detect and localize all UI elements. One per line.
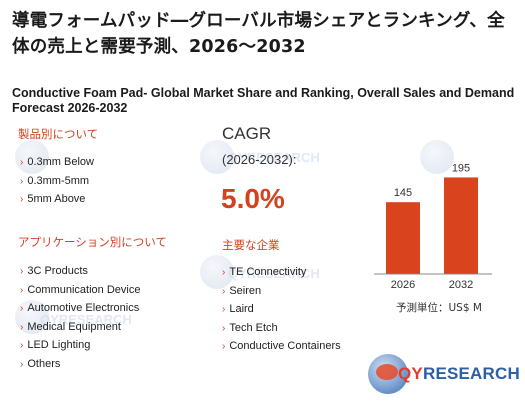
company-item-label: Tech Etch [229, 321, 278, 334]
logo-text: QYRESEARCH [398, 364, 520, 384]
cagr-value: 5.0% [221, 183, 285, 214]
logo-text-research: RESEARCH [422, 364, 520, 383]
chevron-right-icon: › [222, 267, 226, 278]
company-item: › Tech Etch [222, 319, 341, 338]
chevron-right-icon: › [20, 157, 24, 168]
watermark-text: QYRESEARCH [228, 266, 320, 281]
chevron-right-icon: › [20, 303, 24, 315]
product-item-label: 0.3mm-5mm [27, 174, 90, 187]
product-item: › 5mm Above [20, 190, 94, 209]
bar-value-label: 145 [394, 187, 412, 199]
application-item: › LED Lighting [20, 336, 140, 355]
chevron-right-icon: › [20, 175, 24, 187]
chevron-right-icon: › [222, 341, 226, 353]
company-item-label: Conductive Containers [229, 340, 341, 353]
chevron-right-icon: › [222, 285, 226, 297]
company-item-label: Laird [229, 303, 254, 316]
chevron-right-icon: › [20, 266, 24, 277]
company-item: › TE Connectivity [222, 263, 341, 282]
application-list: › 3C Products › Communication Device › Automo… [20, 262, 140, 374]
x-tick-label: 2032 [449, 279, 473, 290]
application-item: › Medical Equipment [20, 318, 140, 337]
product-list: › 0.3mm Below › 0.3mm-5mm › 5mm Above [20, 153, 94, 209]
application-section-heading: アプリケーション別について [18, 235, 167, 249]
company-list: › TE Connectivity › Seiren › Laird › Tech Etch ›… [222, 263, 341, 356]
watermark-globe-icon [15, 140, 49, 174]
globe-icon [368, 354, 408, 394]
watermark-globe-icon [420, 140, 454, 174]
page-title-jp: 導電フォームパッド―グローバル市場シェアとランキング、全体の売上と需要予測、20… [12, 11, 505, 57]
company-item: › Laird [222, 300, 341, 319]
application-item-label: Communication Device [27, 283, 141, 296]
cagr-label: CAGR [222, 124, 272, 143]
x-tick-label: 2026 [391, 279, 415, 290]
application-item: › 3C Products [20, 262, 140, 281]
product-section-heading: 製品別について [18, 127, 99, 141]
application-item: › Automotive Electronics [20, 299, 140, 318]
application-item-label: Automotive Electronics [27, 302, 140, 315]
chevron-right-icon: › [20, 340, 24, 352]
companies-section-heading: 主要な企業 [222, 238, 280, 252]
watermark-globe-icon [15, 300, 49, 334]
application-item-label: LED Lighting [27, 339, 91, 352]
company-item: › Conductive Containers [222, 337, 341, 356]
chevron-right-icon: › [222, 322, 226, 334]
watermark-text: QYRESEARCH [228, 150, 320, 165]
page-title-en: Conductive Foam Pad- Global Market Share… [12, 86, 515, 115]
logo-text-qy: QY [398, 364, 423, 383]
company-item: › Seiren [222, 282, 341, 301]
unit-label: 予測単位：US$ M [396, 302, 482, 314]
bar-2032 [444, 177, 478, 274]
application-item: › Others [20, 355, 140, 374]
chevron-right-icon: › [20, 284, 24, 296]
cagr-period: (2026-2032): [222, 152, 297, 167]
product-item: › 0.3mm Below [20, 153, 94, 172]
application-item-label: Medical Equipment [27, 320, 121, 333]
application-item-label: Others [27, 357, 61, 370]
bar-value-label: 195 [452, 162, 470, 174]
application-item-label: 3C Products [27, 265, 88, 277]
company-item-label: TE Connectivity [229, 266, 307, 278]
bar-2026 [386, 202, 420, 274]
product-item-label: 5mm Above [27, 193, 86, 206]
application-item: › Communication Device [20, 281, 140, 300]
company-item-label: Seiren [229, 284, 262, 297]
chevron-right-icon: › [222, 304, 226, 316]
chevron-right-icon: › [20, 358, 24, 370]
watermark-text: QYRESEARCH [40, 312, 132, 327]
chevron-right-icon: › [20, 194, 24, 206]
qyresearch-logo: QYRESEARCH [368, 352, 520, 400]
product-item: › 0.3mm-5mm [20, 172, 94, 191]
chevron-right-icon: › [20, 321, 24, 333]
forecast-bar-chart: 145 2026 195 2032 [374, 162, 492, 290]
product-item-label: 0.3mm Below [27, 156, 94, 168]
watermark-globe-icon [200, 140, 234, 174]
watermark-globe-icon [200, 255, 234, 289]
